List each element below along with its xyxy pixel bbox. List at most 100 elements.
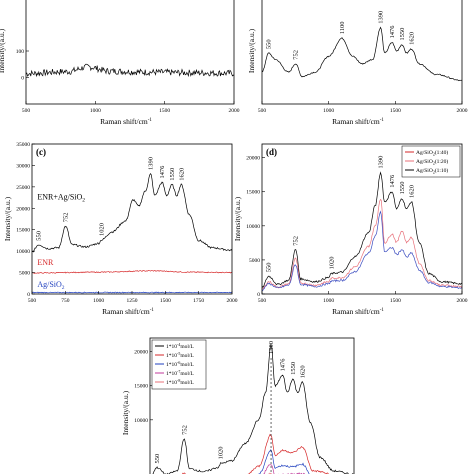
x-tick-label: 1500 — [159, 108, 170, 114]
legend-sup: -8 — [177, 378, 180, 383]
peak-label: 1020 — [98, 223, 105, 236]
legend-entry: 1*10-6mol/L — [166, 360, 194, 368]
x-axis-label: Raman shift/cm-1 — [100, 117, 152, 126]
legend-unit: mol/L — [180, 362, 194, 368]
series-annotation: ENR+Ag/SiO2 — [37, 193, 85, 204]
x-tick-label: 1750 — [193, 298, 204, 304]
legend-entry: 1*10-4mol/L — [166, 342, 194, 350]
peak-label: 1620 — [408, 185, 415, 198]
panel-d: 500 1000 1500 200005000100001500020000Raman… — [233, 143, 468, 316]
panel-a: 500 1000 1500 2000 0 100 Raman shift/cm-1 Inten… — [0, 0, 240, 126]
peak-label: 550 — [266, 263, 273, 273]
peak-label: 1476 — [389, 174, 396, 188]
peak-label: 1100 — [339, 22, 346, 35]
peak-label: 1620 — [299, 365, 306, 378]
peak-label: 1550 — [169, 168, 176, 181]
legend-ratio: (1:10) — [435, 167, 449, 174]
panel-c: 500 750 1000 1250 1500 1750 200005000100001500… — [3, 142, 238, 316]
y-tick-label: 5000 — [249, 258, 260, 264]
y-axis-label: Intensity/(a.u.) — [247, 28, 256, 73]
series-line-e-0 — [152, 343, 354, 474]
y-tick-label: 0 — [257, 292, 260, 298]
x-tick-label: 500 — [28, 298, 37, 304]
legend-entry: Ag/SiO2(1:40) — [416, 149, 448, 157]
x-tick-label: 500 — [258, 108, 267, 114]
series-line-e-1 — [181, 433, 331, 474]
x-tick-label: 1000 — [323, 108, 334, 114]
legend-sup: -4 — [177, 342, 180, 347]
peak-label: 1476 — [159, 165, 166, 179]
y-axis-label: Intensity/(a.u.) — [0, 28, 6, 73]
panel-label: (d) — [266, 147, 277, 157]
axes-frame — [149, 337, 355, 474]
peak-label: 550 — [266, 39, 273, 49]
y-axis-label: Intensity/(a.u.) — [121, 390, 130, 435]
x-axis-label-sup: -1 — [380, 118, 385, 123]
legend-sup: -6 — [177, 360, 180, 365]
legend-unit: mol/L — [180, 371, 194, 377]
x-tick-label: 2000 — [227, 298, 238, 304]
x-tick-label: 2000 — [457, 298, 468, 304]
legend-sup: -5 — [177, 351, 180, 356]
legend-ratio: (1:20) — [435, 158, 449, 165]
series-annotation: ENR — [37, 258, 54, 267]
peak-label: 1390 — [148, 157, 155, 170]
peak-label: 752 — [293, 50, 300, 60]
series-line-d-1 — [262, 198, 462, 290]
y-tick-label: 10000 — [16, 249, 30, 255]
x-tick-label: 1250 — [127, 298, 138, 304]
y-tick-label: 10000 — [134, 418, 148, 424]
legend-sub: 2 — [433, 152, 435, 157]
series-annotation: Ag/SiO2 — [37, 280, 64, 291]
legend-unit: mol/L — [180, 353, 194, 359]
peak-label: 1390 — [378, 11, 385, 24]
legend-sub: 2 — [433, 170, 435, 175]
y-tick-label: 30000 — [16, 163, 30, 169]
peak-label: 1020 — [328, 257, 335, 270]
y-tick-label: 35000 — [16, 142, 30, 148]
x-tick-label: 1000 — [323, 298, 334, 304]
x-axis-label-sup: -1 — [380, 308, 385, 313]
peak-label: 1476 — [280, 358, 287, 372]
y-tick-label: 20000 — [134, 350, 148, 356]
legend-sup: -7 — [177, 369, 180, 374]
axes-frame — [261, 0, 463, 105]
legend-ratio: (1:40) — [435, 149, 449, 156]
y-tick-label: 15000 — [246, 190, 260, 196]
y-tick-label: 100 — [16, 49, 25, 55]
panel-label: (c) — [36, 147, 46, 157]
x-tick-label: 1000 — [90, 108, 101, 114]
x-axis-label: Raman shift/cm-1 — [102, 307, 154, 316]
x-axis-label-sup: -1 — [148, 118, 153, 123]
y-tick-label: 25000 — [16, 185, 30, 191]
peak-label: 1390 — [378, 156, 385, 169]
y-axis-label: Intensity/(a.u.) — [3, 196, 12, 241]
x-tick-label: 500 — [22, 108, 31, 114]
peak-label: 1620 — [178, 168, 185, 181]
x-axis-label: Raman shift/cm-1 — [332, 307, 384, 316]
y-tick-label: 15000 — [134, 384, 148, 390]
legend-unit: mol/L — [180, 344, 194, 350]
legend-entry: 1*10-7mol/L — [166, 369, 194, 377]
series-line-c-1 — [32, 270, 232, 274]
y-tick-label: 20000 — [16, 206, 30, 212]
series-line-a-0 — [26, 63, 234, 78]
series-line-c-0 — [32, 172, 232, 253]
peak-label: 1020 — [218, 446, 225, 459]
x-tick-label: 1500 — [390, 108, 401, 114]
y-tick-label: 10000 — [246, 224, 260, 230]
axes-frame — [261, 143, 463, 295]
peak-label: 1550 — [399, 182, 406, 195]
series-line-d-0 — [262, 171, 462, 289]
x-tick-label: 500 — [258, 298, 267, 304]
x-axis-label: Raman shift/cm-1 — [332, 117, 384, 126]
panel-e: 100001500020000Intensity/(a.u.)(e)550752… — [121, 337, 355, 474]
peak-label: 1390 — [268, 341, 275, 354]
peak-label: 550 — [154, 454, 161, 464]
peak-label: 752 — [181, 425, 188, 435]
peak-label: 1476 — [389, 25, 396, 39]
x-tick-label: 1500 — [160, 298, 171, 304]
peak-label: 752 — [293, 236, 300, 246]
x-axis-label-sup: -1 — [150, 308, 155, 313]
